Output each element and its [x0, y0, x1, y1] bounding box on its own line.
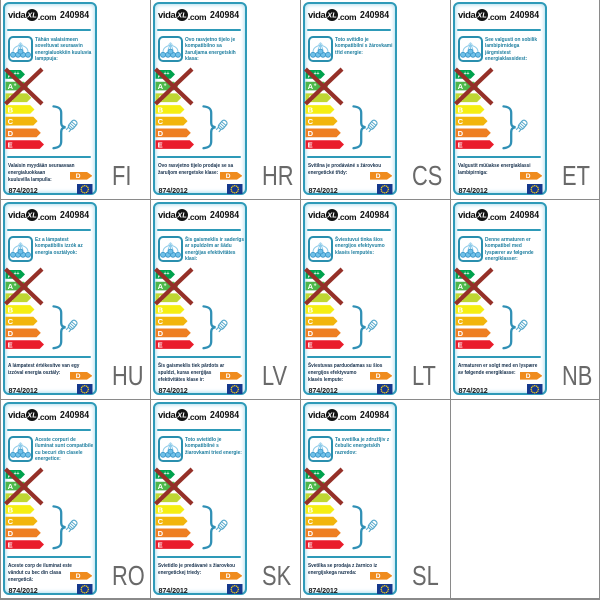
- svg-text:+: +: [464, 283, 467, 289]
- svg-text:A: A: [158, 482, 164, 491]
- svg-text:A: A: [8, 282, 14, 291]
- svg-text:D: D: [75, 573, 80, 579]
- svg-text:D: D: [158, 129, 164, 138]
- svg-text:C: C: [458, 117, 464, 126]
- svg-text:D: D: [225, 173, 230, 179]
- svg-text:A: A: [158, 82, 164, 91]
- svg-text:A: A: [8, 482, 14, 491]
- svg-text:B: B: [8, 505, 14, 514]
- svg-text:+: +: [164, 283, 167, 289]
- svg-text:A: A: [458, 82, 464, 91]
- svg-text:D: D: [225, 573, 230, 579]
- svg-text:+: +: [164, 483, 167, 489]
- svg-text:D: D: [158, 329, 164, 338]
- svg-text:D: D: [158, 529, 164, 538]
- svg-text:B: B: [308, 105, 314, 114]
- svg-text:XL: XL: [176, 211, 187, 220]
- svg-text:+: +: [464, 83, 467, 89]
- svg-text:D: D: [8, 529, 14, 538]
- svg-text:XL: XL: [26, 11, 37, 20]
- svg-text:D: D: [375, 373, 380, 379]
- svg-text:C: C: [308, 517, 314, 526]
- svg-text:D: D: [308, 129, 314, 138]
- svg-text:XL: XL: [326, 411, 337, 420]
- svg-text:E: E: [308, 141, 313, 150]
- svg-text:D: D: [525, 173, 530, 179]
- svg-text:A: A: [458, 282, 464, 291]
- svg-text:E: E: [308, 541, 313, 550]
- svg-text:E: E: [158, 341, 163, 350]
- svg-text:+: +: [164, 83, 167, 89]
- svg-text:D: D: [75, 173, 80, 179]
- svg-text:++: ++: [14, 471, 20, 477]
- svg-text:B: B: [308, 305, 314, 314]
- svg-text:D: D: [375, 573, 380, 579]
- svg-text:E: E: [8, 541, 13, 550]
- svg-text:++: ++: [314, 271, 320, 277]
- svg-text:++: ++: [164, 71, 170, 77]
- svg-text:XL: XL: [326, 211, 337, 220]
- svg-text:D: D: [308, 529, 314, 538]
- svg-text:++: ++: [314, 471, 320, 477]
- svg-text:D: D: [75, 373, 80, 379]
- svg-text:E: E: [458, 141, 463, 150]
- svg-text:A: A: [158, 282, 164, 291]
- svg-text:A: A: [308, 282, 314, 291]
- svg-text:A: A: [8, 82, 14, 91]
- svg-text:++: ++: [464, 271, 470, 277]
- svg-text:+: +: [314, 283, 317, 289]
- svg-text:E: E: [158, 141, 163, 150]
- svg-text:B: B: [158, 505, 164, 514]
- svg-text:C: C: [158, 317, 164, 326]
- svg-text:A: A: [308, 82, 314, 91]
- svg-text:C: C: [458, 317, 464, 326]
- svg-text:C: C: [308, 317, 314, 326]
- svg-text:XL: XL: [326, 11, 337, 20]
- svg-text:+: +: [14, 83, 17, 89]
- svg-text:++: ++: [14, 271, 20, 277]
- svg-text:XL: XL: [26, 211, 37, 220]
- svg-text:E: E: [158, 541, 163, 550]
- svg-text:E: E: [308, 341, 313, 350]
- svg-text:C: C: [158, 117, 164, 126]
- svg-text:B: B: [158, 105, 164, 114]
- svg-text:+: +: [14, 283, 17, 289]
- svg-text:D: D: [525, 373, 530, 379]
- svg-text:D: D: [308, 329, 314, 338]
- svg-text:++: ++: [164, 471, 170, 477]
- svg-text:+: +: [314, 83, 317, 89]
- svg-text:C: C: [308, 117, 314, 126]
- svg-text:XL: XL: [176, 411, 187, 420]
- svg-text:B: B: [458, 105, 464, 114]
- svg-text:B: B: [308, 505, 314, 514]
- svg-text:XL: XL: [476, 11, 487, 20]
- svg-text:D: D: [375, 173, 380, 179]
- svg-text:B: B: [458, 305, 464, 314]
- svg-text:C: C: [8, 117, 14, 126]
- svg-text:E: E: [8, 341, 13, 350]
- svg-text:D: D: [8, 329, 14, 338]
- svg-text:E: E: [8, 141, 13, 150]
- svg-text:+: +: [14, 483, 17, 489]
- svg-text:E: E: [458, 341, 463, 350]
- svg-text:++: ++: [314, 71, 320, 77]
- svg-text:A: A: [308, 482, 314, 491]
- svg-text:D: D: [225, 373, 230, 379]
- svg-text:C: C: [158, 517, 164, 526]
- svg-text:B: B: [8, 305, 14, 314]
- svg-text:XL: XL: [476, 211, 487, 220]
- svg-text:C: C: [8, 317, 14, 326]
- svg-text:D: D: [458, 129, 464, 138]
- svg-text:XL: XL: [176, 11, 187, 20]
- svg-text:++: ++: [164, 271, 170, 277]
- svg-text:C: C: [8, 517, 14, 526]
- svg-text:++: ++: [14, 71, 20, 77]
- svg-text:++: ++: [464, 71, 470, 77]
- svg-text:D: D: [8, 129, 14, 138]
- svg-text:B: B: [8, 105, 14, 114]
- svg-text:D: D: [458, 329, 464, 338]
- svg-text:XL: XL: [26, 411, 37, 420]
- svg-text:+: +: [314, 483, 317, 489]
- svg-text:B: B: [158, 305, 164, 314]
